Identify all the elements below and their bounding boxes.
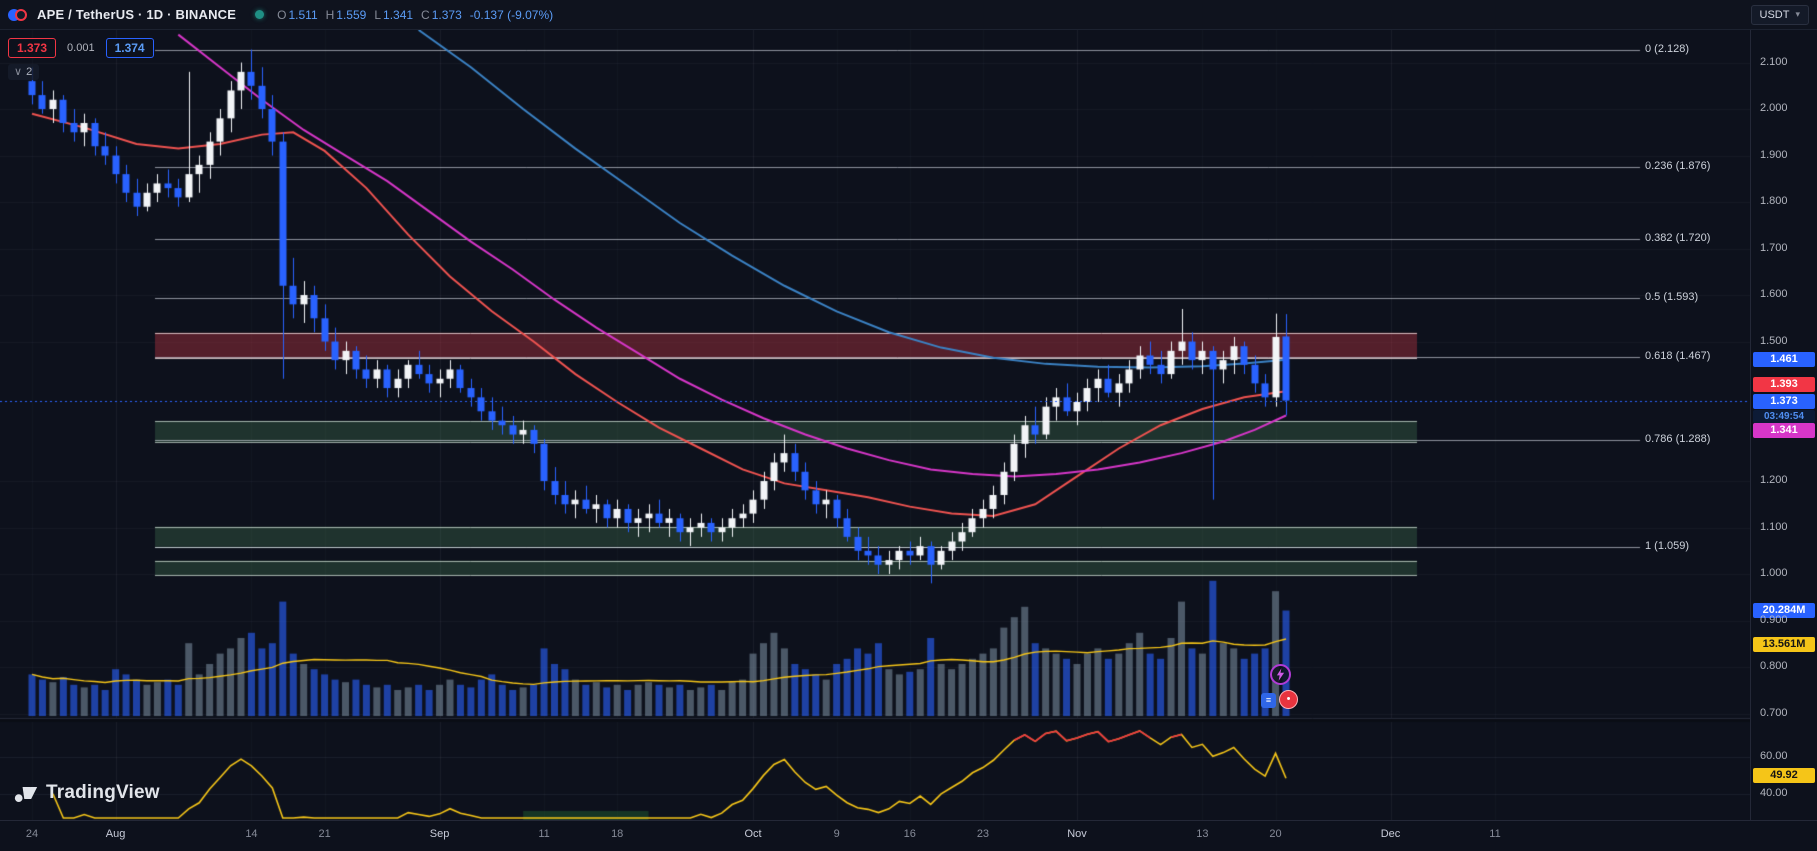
close-value: 1.373 [431, 7, 462, 22]
time-label: 9 [833, 828, 840, 840]
price-tick: 1.000 [1760, 567, 1788, 580]
open-label: O [277, 7, 287, 22]
change-value: -0.137 (-9.07%) [469, 7, 554, 22]
time-axis[interactable]: 24 Aug 14 21 Sep 11 18 Oct 9 16 23 Nov 13 20 Dec 11 [0, 820, 1817, 851]
price-axis[interactable]: 1.461 1.393 1.373 03:49:54 1.341 20.284M… [1750, 30, 1817, 820]
time-label: Sep [429, 828, 450, 840]
price-chart-canvas[interactable] [0, 30, 1750, 820]
time-label: 21 [318, 828, 331, 840]
time-label: 23 [976, 828, 990, 840]
volume-ma-badge: 13.561M [1753, 637, 1815, 653]
price-tick: 0.900 [1760, 613, 1788, 626]
menu-icon: ≡ [1265, 695, 1272, 705]
open-value: 1.511 [288, 7, 318, 22]
low-value: 1.341 [383, 7, 414, 22]
spread-value: 0.001 [62, 40, 100, 56]
time-label: 13 [1196, 828, 1209, 840]
time-label: Dec [1380, 828, 1401, 840]
price-tick: 1.800 [1760, 195, 1788, 208]
lightning-icon [1276, 668, 1285, 681]
chevron-down-icon: ▾ [1795, 9, 1800, 19]
time-label: 11 [1489, 828, 1501, 840]
tradingview-logo-icon [14, 787, 38, 802]
time-label: 14 [245, 828, 258, 840]
currency-label: USDT [1759, 8, 1790, 21]
time-label: 18 [611, 828, 624, 840]
time-label: Oct [744, 828, 762, 840]
volume-badge: 20.284M [1753, 602, 1815, 618]
floating-menu-button[interactable]: ≡ [1261, 693, 1276, 708]
ma-mid-price-badge: 1.341 [1753, 423, 1815, 439]
low-label: L [374, 7, 382, 22]
collapse-count: 2 [26, 65, 33, 78]
time-label: Nov [1067, 828, 1087, 840]
high-value: 1.559 [336, 7, 367, 22]
top-toolbar: APE / TetherUS · 1D · BINANCE O 1.511 H 1.… [0, 0, 1817, 30]
ma-slow-price-badge: 1.461 [1753, 351, 1815, 367]
price-tick: 0.700 [1760, 706, 1788, 719]
close-label: C [421, 7, 430, 22]
bid-price-tag[interactable]: 1.373 [8, 38, 57, 58]
rsi-tick: 40.00 [1760, 786, 1788, 799]
currency-selector[interactable]: USDT ▾ [1750, 4, 1809, 25]
time-label: 16 [903, 828, 916, 840]
price-tick: 1.500 [1760, 334, 1788, 347]
lightning-action-button[interactable] [1270, 664, 1291, 685]
bid-ask-widget: 1.373 0.001 1.374 [8, 38, 154, 58]
ma-fast-price-badge: 1.393 [1753, 377, 1815, 393]
price-tick: 0.800 [1760, 660, 1788, 673]
high-label: H [325, 7, 335, 22]
object-tree-collapse-button[interactable]: ∨ 2 [8, 64, 40, 80]
countdown-badge: 03:49:54 [1753, 409, 1815, 423]
tradingview-watermark: TradingView [14, 782, 160, 804]
price-tick: 1.600 [1760, 288, 1788, 301]
last-price-badge: 1.373 [1753, 393, 1815, 409]
collapse-chevron-icon: ∨ [14, 66, 23, 78]
price-tick: 1.100 [1760, 520, 1788, 533]
price-tick: 2.100 [1760, 55, 1788, 68]
ohlc-readout: O 1.511 H 1.559 L 1.341 C 1.373 -0.137 (-9.0… [277, 8, 553, 22]
market-status-icon [255, 10, 265, 19]
dot-icon: • [1286, 693, 1291, 705]
symbol-logo-icon[interactable] [8, 6, 28, 24]
rsi-tick: 60.00 [1760, 750, 1788, 763]
symbol-title[interactable]: APE / TetherUS · 1D · BINANCE [37, 7, 237, 22]
price-tick: 1.200 [1760, 474, 1788, 487]
floating-badge-button[interactable]: • [1279, 690, 1298, 709]
rsi-badge: 49.92 [1753, 767, 1815, 783]
price-tick: 1.700 [1760, 241, 1788, 254]
time-label: 20 [1269, 828, 1282, 840]
price-tick: 1.900 [1760, 148, 1788, 161]
ask-price-tag[interactable]: 1.374 [105, 38, 154, 58]
time-label: Aug [105, 828, 126, 840]
time-label: 11 [538, 828, 550, 840]
time-label: 24 [25, 828, 39, 840]
price-tick: 2.000 [1760, 102, 1788, 115]
watermark-text: TradingView [46, 782, 160, 803]
